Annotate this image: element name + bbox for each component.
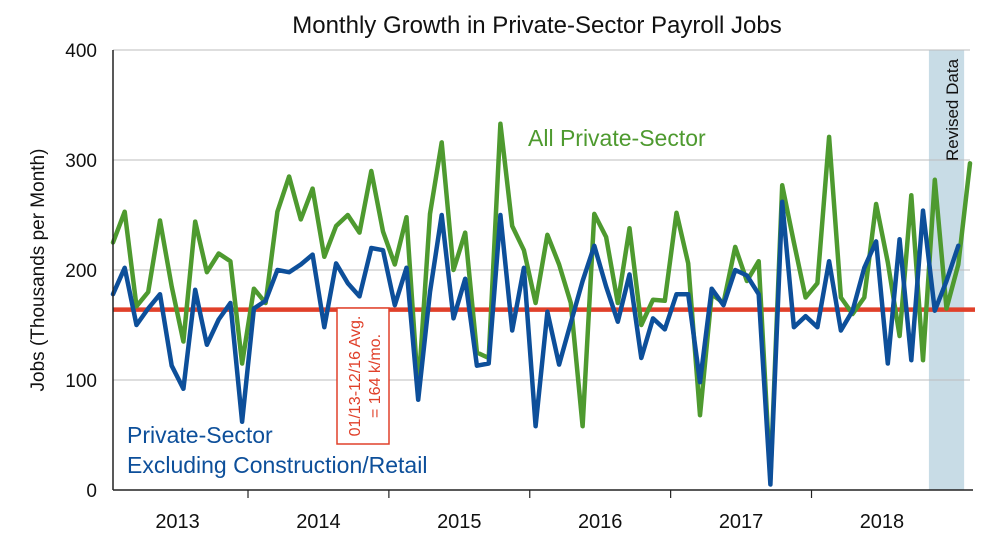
average-label-box: 01/13-12/16 Avg. = 164 k/mo.: [336, 307, 390, 445]
y-tick-label: 400: [65, 41, 97, 62]
year-label: 2014: [296, 511, 341, 533]
excl-series-label-line1: Private-Sector: [127, 422, 273, 448]
y-tick-label: 0: [86, 481, 97, 502]
excl-series-label-line2: Excluding Construction/Retail: [127, 452, 427, 478]
series-group: [110, 121, 973, 487]
average-label-line2: = 164 k/mo.: [367, 334, 384, 418]
y-tick-label: 100: [65, 371, 97, 392]
all-private-series-label: All Private-Sector: [528, 125, 706, 151]
y-tick-label: 300: [65, 151, 97, 172]
all-private-sector-line: [110, 121, 973, 482]
y-axis-label: Jobs (Thousands per Month): [28, 149, 49, 392]
year-label: 2018: [860, 511, 905, 533]
excl-construction-retail-line: [110, 199, 961, 487]
year-label: 2016: [578, 511, 623, 533]
year-label: 2013: [155, 511, 200, 533]
y-tick-label: 200: [65, 261, 97, 282]
axes: 0 100 200 300 400 2013 2014 2015 2016 2017 2018: [65, 41, 973, 533]
average-label-line1: 01/13-12/16 Avg.: [347, 316, 364, 437]
year-label: 2017: [719, 511, 764, 533]
year-label: 2015: [437, 511, 482, 533]
chart-title: Monthly Growth in Private-Sector Payroll…: [292, 12, 782, 39]
revised-data-label: Revised Data: [943, 58, 962, 161]
